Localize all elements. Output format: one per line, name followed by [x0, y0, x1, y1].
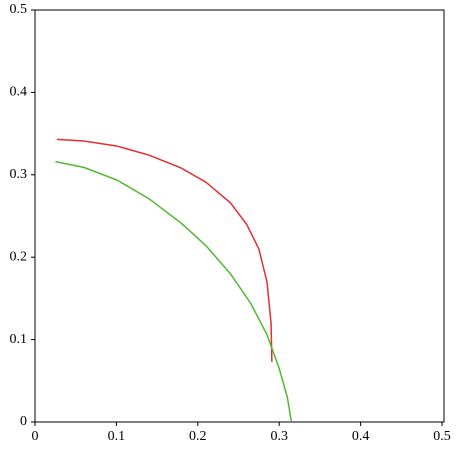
y-tick-label: 0.3	[10, 167, 28, 182]
x-tick-label: 0.5	[433, 429, 451, 444]
y-tick-label: 0.4	[10, 85, 28, 100]
y-tick-label: 0.5	[10, 2, 28, 17]
y-tick-label: 0.2	[10, 249, 28, 264]
y-tick-label: 0.1	[10, 332, 28, 347]
y-tick-label: 0	[20, 414, 27, 429]
x-tick-label: 0.3	[270, 429, 288, 444]
x-tick-label: 0.2	[189, 429, 207, 444]
plot-frame	[34, 9, 445, 423]
x-tick-label: 0.4	[352, 429, 370, 444]
series-line	[55, 160, 293, 423]
x-tick-label: 0.1	[108, 429, 126, 444]
x-tick-label: 0	[32, 429, 39, 444]
series-line	[56, 138, 273, 362]
